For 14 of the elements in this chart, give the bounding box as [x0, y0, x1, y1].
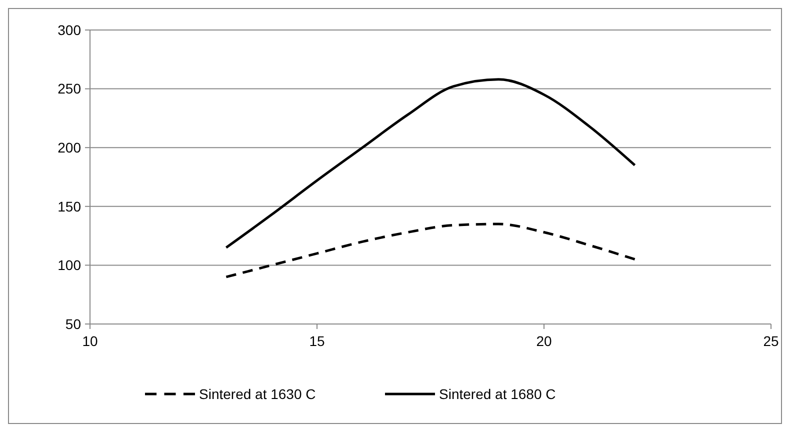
- x-tick-label: 15: [309, 333, 325, 349]
- y-tick-label: 200: [58, 140, 82, 156]
- y-tick-label: 100: [58, 257, 82, 274]
- x-tick-label: 20: [536, 333, 552, 349]
- y-tick-label: 150: [58, 198, 82, 214]
- y-tick-label: 50: [65, 316, 82, 332]
- x-tick-label: 25: [763, 333, 779, 349]
- x-tick-label: 10: [82, 333, 98, 349]
- legend-label: Sintered at 1630 C: [199, 386, 316, 402]
- legend-label: Sintered at 1680 C: [439, 386, 556, 402]
- y-tick-label: 250: [58, 80, 82, 97]
- line-series: [224, 222, 636, 278]
- y-tick-label: 300: [58, 22, 82, 38]
- line-series: [224, 78, 636, 249]
